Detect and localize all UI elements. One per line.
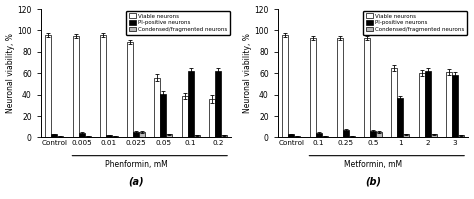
Bar bbox=[112, 136, 118, 138]
Bar bbox=[370, 131, 376, 138]
Bar bbox=[316, 133, 322, 138]
Bar bbox=[106, 135, 112, 138]
Bar bbox=[337, 38, 343, 138]
Bar bbox=[215, 71, 221, 138]
Bar bbox=[283, 35, 289, 138]
Bar bbox=[46, 35, 52, 138]
Bar bbox=[85, 136, 91, 138]
Bar bbox=[446, 72, 452, 138]
Text: (b): (b) bbox=[365, 176, 381, 186]
Bar bbox=[376, 132, 382, 138]
Bar bbox=[139, 132, 145, 138]
Bar bbox=[397, 98, 403, 138]
Bar bbox=[458, 135, 464, 138]
Bar bbox=[100, 35, 106, 138]
Bar bbox=[425, 71, 430, 138]
Bar bbox=[209, 99, 215, 138]
Bar bbox=[419, 73, 425, 138]
Bar bbox=[166, 134, 173, 138]
Bar bbox=[188, 71, 193, 138]
Y-axis label: Neuronal viability, %: Neuronal viability, % bbox=[243, 33, 252, 113]
Bar bbox=[155, 78, 160, 138]
Bar bbox=[294, 136, 301, 138]
X-axis label: Metformin, mM: Metformin, mM bbox=[344, 160, 402, 169]
X-axis label: Phenformin, mM: Phenformin, mM bbox=[105, 160, 167, 169]
Bar bbox=[452, 75, 458, 138]
Bar bbox=[52, 134, 57, 138]
Bar bbox=[182, 96, 188, 138]
Bar bbox=[289, 134, 294, 138]
Bar bbox=[57, 136, 64, 138]
Bar bbox=[392, 68, 397, 138]
Bar bbox=[133, 132, 139, 138]
Bar bbox=[221, 135, 227, 138]
Bar bbox=[343, 130, 349, 138]
Bar bbox=[430, 134, 437, 138]
Legend: Viable neurons, PI-positive neurons, Condensed/fragmented neurons: Viable neurons, PI-positive neurons, Con… bbox=[126, 11, 230, 35]
Bar bbox=[322, 136, 328, 138]
Bar bbox=[403, 134, 410, 138]
Legend: Viable neurons, PI-positive neurons, Condensed/fragmented neurons: Viable neurons, PI-positive neurons, Con… bbox=[363, 11, 467, 35]
Bar bbox=[310, 38, 316, 138]
Bar bbox=[160, 94, 166, 138]
Bar bbox=[349, 136, 355, 138]
Text: (a): (a) bbox=[128, 176, 144, 186]
Y-axis label: Neuronal viability, %: Neuronal viability, % bbox=[6, 33, 15, 113]
Bar bbox=[79, 133, 85, 138]
Bar bbox=[73, 36, 79, 138]
Bar bbox=[193, 135, 200, 138]
Bar bbox=[127, 42, 133, 138]
Bar bbox=[364, 38, 370, 138]
